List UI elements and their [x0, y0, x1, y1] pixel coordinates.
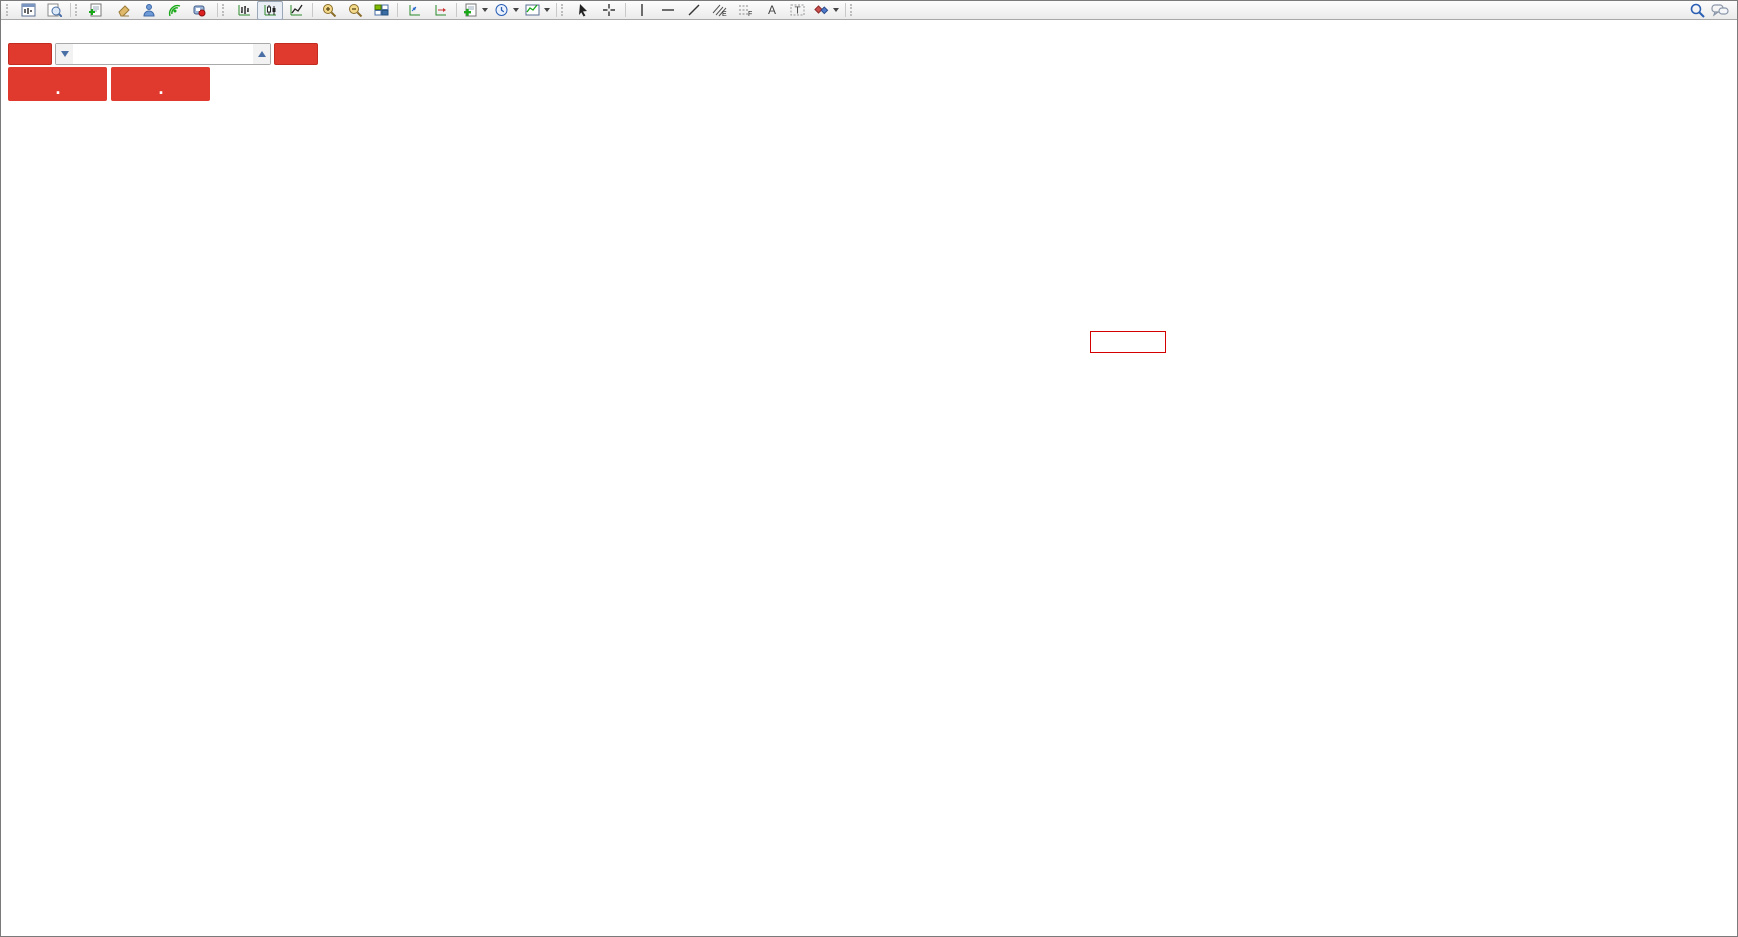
signals-button[interactable] — [162, 1, 188, 20]
triangle-up-icon — [257, 51, 266, 57]
chevron-down-icon — [513, 8, 519, 12]
publisher-button[interactable] — [136, 1, 162, 20]
equidistant-channel-icon: E — [712, 4, 727, 17]
eraser-icon — [117, 5, 130, 17]
new-chart-window-button[interactable] — [15, 1, 41, 20]
equidistant-channel-tool[interactable]: E — [707, 1, 733, 20]
zoom-in-icon — [322, 4, 336, 17]
text-label-tool[interactable]: T — [785, 1, 811, 20]
line-chart-icon — [290, 4, 303, 16]
autotrade-button[interactable] — [188, 1, 214, 20]
chart-window-title — [8, 24, 18, 36]
text-label-icon: T — [790, 4, 805, 17]
one-click-trading-panel: . . — [8, 43, 318, 101]
svg-text:E: E — [722, 11, 727, 17]
toolbar-separator — [397, 3, 398, 17]
new-order-icon — [89, 3, 102, 16]
crosshair-icon — [603, 4, 615, 16]
svg-text:T: T — [795, 6, 801, 17]
cursor-icon — [579, 4, 587, 17]
zoom-in-button[interactable] — [316, 1, 342, 20]
auto-trading-icon — [193, 5, 206, 17]
chevron-down-icon — [482, 8, 488, 12]
line-chart-button[interactable] — [283, 1, 309, 20]
toolbar-grip[interactable] — [6, 4, 12, 16]
toolbar-separator — [845, 3, 846, 17]
horizontal-line-tool[interactable] — [655, 1, 681, 20]
add-indicator-icon — [464, 3, 477, 16]
chart-template-icon — [525, 4, 540, 16]
svg-text:A: A — [768, 3, 776, 17]
toolbar-separator — [556, 3, 557, 17]
profile-icon — [47, 3, 62, 17]
sell-price-dot: . — [55, 78, 61, 98]
price-tag-label[interactable] — [1090, 331, 1166, 353]
volume-increase-button[interactable] — [253, 44, 270, 64]
auto-scroll-icon — [435, 5, 446, 16]
chevron-down-icon — [544, 8, 550, 12]
toolbar-grip[interactable] — [75, 4, 81, 16]
toolbar-separator — [456, 3, 457, 17]
vertical-line-tool[interactable] — [629, 1, 655, 20]
triangle-down-icon — [60, 51, 69, 57]
text-tool[interactable]: A — [759, 1, 785, 20]
period-clock-icon — [495, 4, 508, 16]
tile-windows-icon — [374, 4, 388, 16]
toolbar-separator — [625, 3, 626, 17]
chart-window-icon — [21, 3, 35, 17]
horizontal-line-icon — [662, 9, 674, 11]
arrows-shapes-tool[interactable] — [811, 1, 842, 20]
candlestick-chart-icon — [264, 5, 276, 16]
chat-icon[interactable] — [1711, 3, 1729, 18]
crosshair-tool-button[interactable] — [596, 1, 622, 20]
text-icon: A — [768, 3, 776, 17]
chart-template-button[interactable] — [522, 1, 553, 20]
period-clock-button[interactable] — [491, 1, 522, 20]
arrows-shapes-icon — [814, 5, 829, 15]
add-indicator-button[interactable] — [460, 1, 491, 20]
fibonacci-icon: F — [739, 5, 752, 17]
toolbar: E F A T — [1, 1, 1737, 20]
volume-input[interactable] — [73, 44, 253, 64]
fibonacci-tool[interactable]: F — [733, 1, 759, 20]
toolbar-grip[interactable] — [222, 4, 228, 16]
auto-scroll-button[interactable] — [427, 1, 453, 20]
chart-shift-button[interactable] — [401, 1, 427, 20]
toolbar-grip[interactable] — [850, 4, 856, 16]
tile-windows-button[interactable] — [368, 1, 394, 20]
zoom-out-icon — [348, 4, 362, 17]
chart-shift-icon — [409, 5, 420, 16]
zoom-out-button[interactable] — [342, 1, 368, 20]
chart-profile-button[interactable] — [41, 1, 67, 20]
toolbar-separator — [217, 3, 218, 17]
trendline-tool[interactable] — [681, 1, 707, 20]
buy-button[interactable] — [274, 43, 318, 65]
cursor-tool-button[interactable] — [570, 1, 596, 20]
sell-price[interactable]: . — [8, 67, 107, 101]
volume-decrease-button[interactable] — [56, 44, 73, 64]
toolbar-separator — [312, 3, 313, 17]
sell-button[interactable] — [8, 43, 52, 65]
new-order-button[interactable] — [84, 1, 110, 20]
bar-chart-button[interactable] — [231, 1, 257, 20]
buy-price-dot: . — [158, 78, 164, 98]
trendline-icon — [688, 4, 700, 16]
publisher-icon — [142, 4, 155, 17]
toolbar-grip[interactable] — [561, 4, 567, 16]
candlestick-chart-button[interactable] — [257, 1, 283, 20]
chevron-down-icon — [833, 8, 839, 12]
eraser-button[interactable] — [110, 1, 136, 20]
toolbar-separator — [70, 3, 71, 17]
svg-text:F: F — [748, 11, 752, 17]
volume-box — [55, 43, 271, 65]
vertical-line-icon — [641, 4, 643, 16]
signals-icon — [168, 4, 180, 17]
bar-chart-icon — [238, 5, 250, 16]
buy-price[interactable]: . — [111, 67, 210, 101]
search-icon[interactable] — [1690, 3, 1705, 18]
